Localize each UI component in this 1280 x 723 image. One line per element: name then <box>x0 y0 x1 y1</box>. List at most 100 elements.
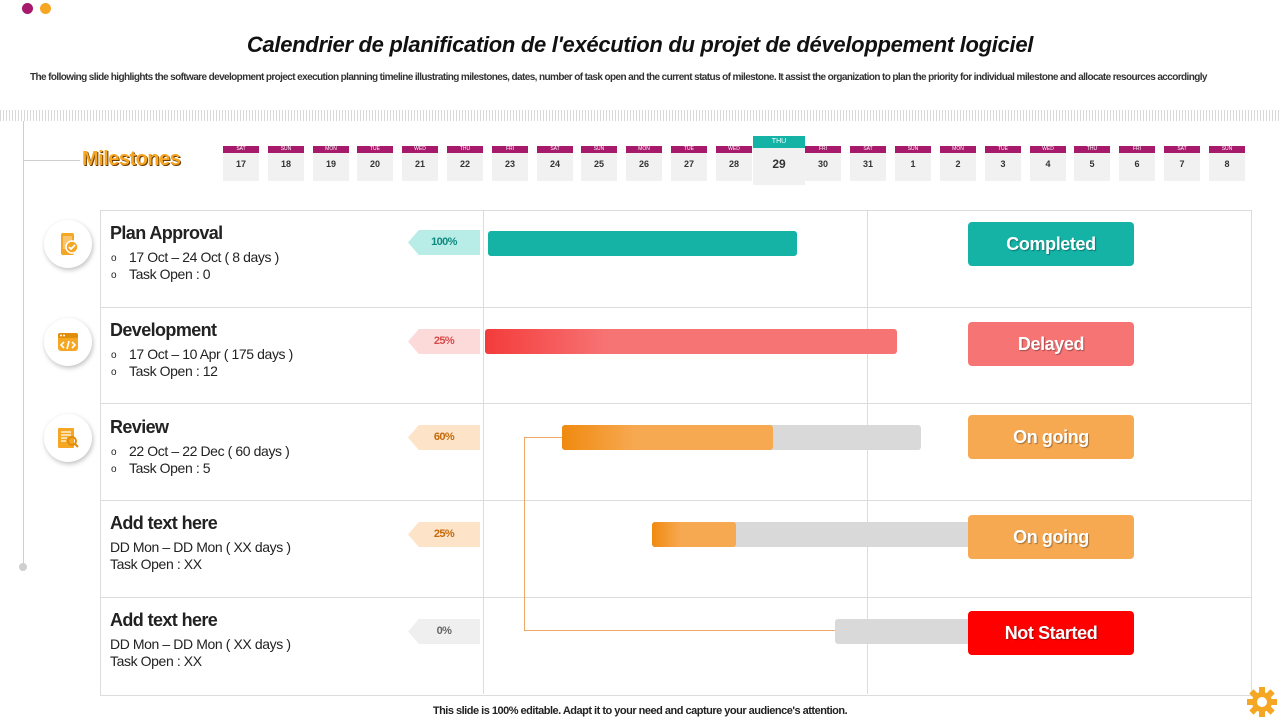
timeline-branch-line <box>23 160 80 161</box>
calendar-day: TUE 20 <box>357 146 393 181</box>
calendar-dow: SAT <box>850 146 886 153</box>
milestone-dates: DD Mon – DD Mon ( XX days ) <box>110 636 291 652</box>
calendar-dow: SAT <box>223 146 259 153</box>
calendar-date: 23 <box>504 159 515 169</box>
calendar-date: 22 <box>459 159 470 169</box>
calendar-date: 8 <box>1224 159 1230 169</box>
calendar-dow: SUN <box>895 146 931 153</box>
calendar-day: SUN 25 <box>581 146 617 181</box>
progress-bar-fill <box>562 425 773 450</box>
calendar-dow: SAT <box>537 146 573 153</box>
calendar-dow: TUE <box>357 146 393 153</box>
status-badge: Not Started <box>968 611 1134 655</box>
calendar-dow: FRI <box>492 146 528 153</box>
document-search-icon <box>44 414 92 462</box>
code-window-icon <box>44 318 92 366</box>
timeline-end-dot <box>19 563 27 571</box>
status-badge: Completed <box>968 222 1134 266</box>
calendar-dow: MON <box>313 146 349 153</box>
calendar-day: MON 2 <box>940 146 976 181</box>
calendar-dow: SUN <box>268 146 304 153</box>
milestone-name: Add text here <box>110 513 218 533</box>
milestone-grid <box>100 210 1252 696</box>
calendar-date: 21 <box>414 159 425 169</box>
percent-tag: 100% <box>408 230 480 255</box>
calendar-day: SAT 24 <box>537 146 573 181</box>
calendar-date: 5 <box>1089 159 1095 169</box>
calendar-day: MON 26 <box>626 146 662 181</box>
calendar-date: 2 <box>955 159 961 169</box>
calendar-date: 3 <box>1000 159 1006 169</box>
page-subtitle: The following slide highlights the softw… <box>30 72 1207 83</box>
decor-dot-orange <box>40 3 51 14</box>
milestones-label: Milestones <box>82 148 181 170</box>
footer-note: This slide is 100% editable. Adapt it to… <box>432 705 848 717</box>
milestone-tasks: Task Open : 12 <box>129 363 218 379</box>
milestone-tasks: Task Open : XX <box>110 653 202 669</box>
calendar-date: 25 <box>593 159 604 169</box>
milestone-dates: 17 Oct – 24 Oct ( 8 days ) <box>129 249 279 265</box>
calendar-date: 17 <box>235 159 246 169</box>
calendar-date: 27 <box>683 159 694 169</box>
milestone-tasks: Task Open : 5 <box>129 460 211 476</box>
milestone-dates: DD Mon – DD Mon ( XX days ) <box>110 539 291 555</box>
grid-row-line <box>101 307 1251 308</box>
grid-row-line <box>101 403 1251 404</box>
calendar-day: THU 5 <box>1074 146 1110 181</box>
calendar-date: 6 <box>1134 159 1140 169</box>
connector-line <box>524 437 525 630</box>
calendar-day: WED 28 <box>716 146 752 181</box>
calendar-day: TUE 27 <box>671 146 707 181</box>
calendar-day: THU 22 <box>447 146 483 181</box>
calendar-dow: FRI <box>805 146 841 153</box>
milestone-name: Review <box>110 417 169 437</box>
calendar-date: 7 <box>1179 159 1185 169</box>
calendar-dow: MON <box>626 146 662 153</box>
calendar-dow: WED <box>402 146 438 153</box>
bullet-icon: o <box>111 367 117 378</box>
calendar-date: 26 <box>638 159 649 169</box>
status-badge: On going <box>968 515 1134 559</box>
grid-column-line <box>867 211 868 694</box>
calendar-date: 4 <box>1045 159 1051 169</box>
calendar-date: 28 <box>728 159 739 169</box>
calendar-date: 20 <box>369 159 380 169</box>
calendar-dow: TUE <box>985 146 1021 153</box>
connector-line <box>524 437 564 438</box>
calendar-date: 31 <box>862 159 873 169</box>
calendar-dow: THU <box>447 146 483 153</box>
bullet-icon: o <box>111 447 117 458</box>
milestone-dates: 17 Oct – 10 Apr ( 175 days ) <box>129 346 293 362</box>
calendar-day: FRI 6 <box>1119 146 1155 181</box>
calendar-day: FRI 30 <box>805 146 841 181</box>
progress-bar-track <box>835 619 982 644</box>
milestone-tasks: Task Open : XX <box>110 556 202 572</box>
calendar-dow: MON <box>940 146 976 153</box>
progress-bar-fill <box>652 522 736 547</box>
phone-check-icon <box>44 220 92 268</box>
milestone-name: Development <box>110 320 217 340</box>
bullet-icon: o <box>111 350 117 361</box>
calendar-date: 1 <box>910 159 916 169</box>
percent-tag: 60% <box>408 425 480 450</box>
bullet-icon: o <box>111 270 117 281</box>
calendar-date: 24 <box>549 159 560 169</box>
percent-tag: 0% <box>408 619 480 644</box>
connector-line <box>524 630 836 631</box>
calendar-day: SAT 7 <box>1164 146 1200 181</box>
calendar-day: TUE 3 <box>985 146 1021 181</box>
calendar-day: SUN 1 <box>895 146 931 181</box>
progress-bar-fill <box>488 231 797 256</box>
grid-row-line <box>101 500 1251 501</box>
status-badge: Delayed <box>968 322 1134 366</box>
bullet-icon: o <box>111 253 117 264</box>
percent-tag: 25% <box>408 329 480 354</box>
calendar-dow: WED <box>716 146 752 153</box>
calendar-date: 19 <box>325 159 336 169</box>
milestone-tasks: Task Open : 0 <box>129 266 211 282</box>
page-title: Calendrier de planification de l'exécuti… <box>246 32 1034 57</box>
calendar-day: WED 21 <box>402 146 438 181</box>
calendar-day: SAT 31 <box>850 146 886 181</box>
percent-tag: 25% <box>408 522 480 547</box>
calendar-day: FRI 23 <box>492 146 528 181</box>
